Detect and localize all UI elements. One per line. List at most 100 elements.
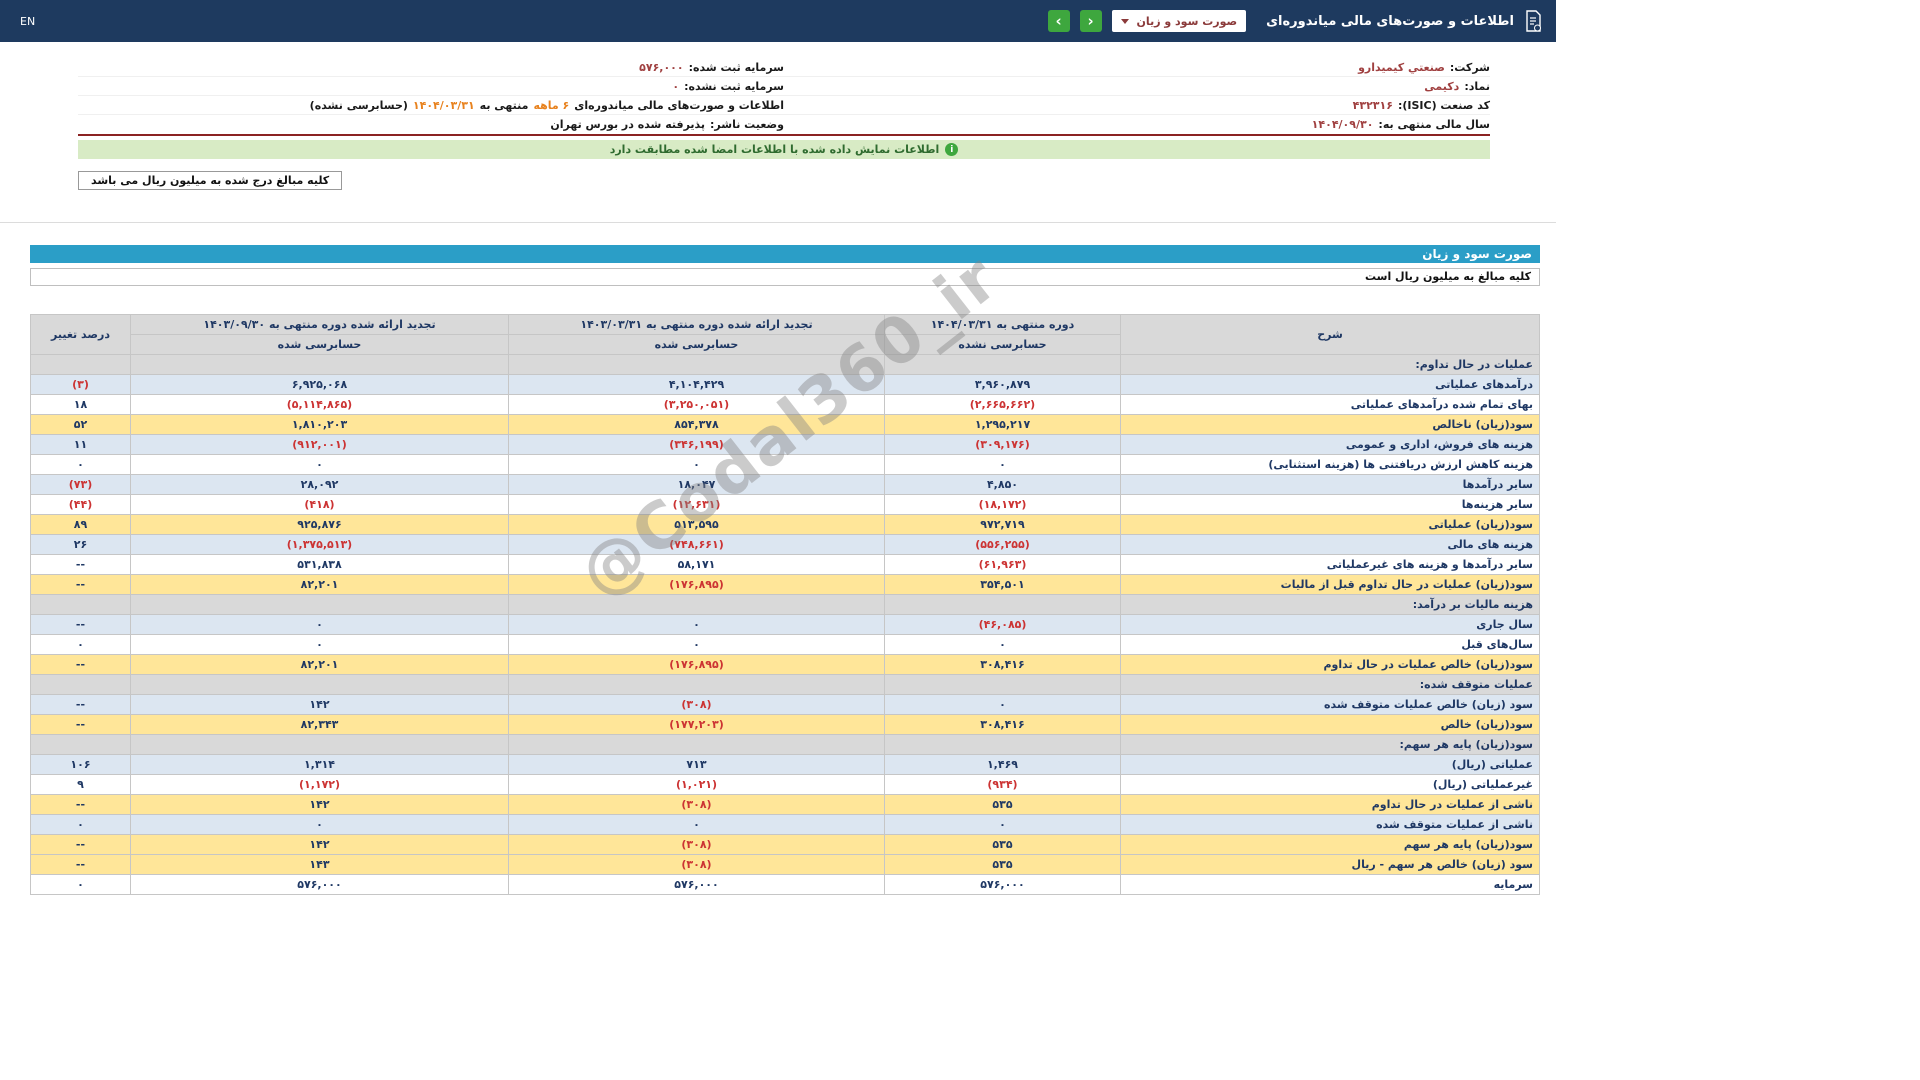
section-divider	[0, 222, 1556, 223]
value-cell: (۵,۱۱۴,۸۶۵)	[130, 394, 509, 415]
period-row: اطلاعات و صورت‌های مالی میاندوره‌ای ۶ ما…	[78, 96, 784, 115]
row-label: سود(زیان) ناخالص	[1120, 414, 1540, 435]
value-cell: ۰	[508, 634, 885, 655]
value-cell: ۵۷۶,۰۰۰	[884, 874, 1121, 895]
company-info-right-column: شرکت: صنعتي کیمیدارو نماد: دکیمی کد صنعت…	[784, 58, 1490, 134]
row-label: هزینه های مالی	[1120, 534, 1540, 555]
row-label: سود (زیان) خالص عملیات متوقف شده	[1120, 694, 1540, 715]
value-cell: (۱۷۶,۸۹۵)	[508, 574, 885, 595]
table-row: سود(زیان) ناخالص ۱,۲۹۵,۲۱۷ ۸۵۴,۳۷۸ ۱,۸۱۰,۲۰…	[30, 414, 1540, 435]
percent-change-cell	[30, 674, 131, 695]
fiscal-year-row: سال مالی منتهی به: ۱۴۰۴/۰۹/۳۰	[784, 115, 1490, 134]
language-toggle[interactable]: EN	[20, 14, 36, 28]
fiscal-year-value: ۱۴۰۴/۰۹/۳۰	[1311, 118, 1374, 131]
row-label: سود(زیان) خالص عملیات در حال تداوم	[1120, 654, 1540, 675]
value-cell: ۸۵۴,۳۷۸	[508, 414, 885, 435]
value-cell: (۱۷۶,۸۹۵)	[508, 654, 885, 675]
table-row: ناشی از عملیات در حال تداوم ۵۳۵ (۳۰۸) ۱۴۲ --	[30, 794, 1540, 815]
value-cell: ۵۳۱,۸۳۸	[130, 554, 509, 575]
value-cell: (۳۰۹,۱۷۶)	[884, 434, 1121, 455]
value-cell: (۷۴۸,۶۶۱)	[508, 534, 885, 555]
value-cell: (۴۶,۰۸۵)	[884, 614, 1121, 635]
value-cell: ۳۵۴,۵۰۱	[884, 574, 1121, 595]
row-label: بهای تمام شده درآمدهای عملیاتی	[1120, 394, 1540, 415]
company-value: صنعتي کیمیدارو	[1358, 60, 1445, 74]
percent-change-cell: --	[30, 614, 131, 635]
table-row: سرمایه ۵۷۶,۰۰۰ ۵۷۶,۰۰۰ ۵۷۶,۰۰۰ ۰	[30, 874, 1540, 895]
section-row: سود(زیان) پایه هر سهم:	[30, 734, 1540, 755]
row-label: سایر درآمدها و هزینه های غیرعملیاتی	[1120, 554, 1540, 575]
section-row: هزینه مالیات بر درآمد:	[30, 594, 1540, 615]
prev-period-button[interactable]: ‹	[1079, 10, 1102, 32]
percent-change-cell: ۰	[30, 874, 131, 895]
value-cell: (۱۸,۱۷۲)	[884, 494, 1121, 515]
value-cell: (۲,۶۶۵,۶۶۲)	[884, 394, 1121, 415]
period-end-date: ۱۴۰۴/۰۳/۳۱	[412, 98, 475, 112]
table-row: عملیاتی (ریال) ۱,۴۶۹ ۷۱۳ ۱,۳۱۴ ۱۰۶	[30, 754, 1540, 775]
value-cell: (۱۷۷,۲۰۳)	[508, 714, 885, 735]
symbol-row: نماد: دکیمی	[784, 77, 1490, 96]
unregistered-capital-value: ۰	[672, 79, 680, 93]
value-cell: ۰	[884, 634, 1121, 655]
signed-info-banner: i اطلاعات نمایش داده شده با اطلاعات امضا…	[78, 140, 1490, 159]
table-row: سود (زیان) خالص عملیات متوقف شده ۰ (۳۰۸) ۱۴…	[30, 694, 1540, 715]
statement-subtitle: کلیه مبالغ به میلیون ریال است	[30, 268, 1540, 286]
value-cell	[130, 354, 509, 375]
percent-change-cell: --	[30, 554, 131, 575]
percent-change-cell	[30, 734, 131, 755]
row-label: درآمدهای عملیاتی	[1120, 374, 1540, 395]
table-row: سود(زیان) خالص عملیات در حال تداوم ۳۰۸,۴۱…	[30, 654, 1540, 675]
percent-change-cell: --	[30, 654, 131, 675]
isic-value: ۴۳۲۳۱۶	[1352, 98, 1393, 112]
value-cell: (۵۵۶,۲۵۵)	[884, 534, 1121, 555]
table-row: بهای تمام شده درآمدهای عملیاتی (۲,۶۶۵,۶۶۲…	[30, 394, 1540, 415]
table-row: سود (زیان) خالص هر سهم - ریال ۵۳۵ (۳۰۸) ۱۴۳…	[30, 854, 1540, 875]
row-label: عملیات متوقف شده:	[1120, 674, 1540, 695]
value-cell	[130, 674, 509, 695]
value-cell: ۱,۲۹۵,۲۱۷	[884, 414, 1121, 435]
percent-change-cell: ۱۰۶	[30, 754, 131, 775]
value-cell: ۵۳۵	[884, 794, 1121, 815]
percent-change-cell: ۰	[30, 454, 131, 475]
value-cell	[130, 734, 509, 755]
percent-change-cell: ۲۶	[30, 534, 131, 555]
table-row: سایر درآمدها ۴,۸۵۰ ۱۸,۰۴۷ ۲۸,۰۹۲ (۷۳)	[30, 474, 1540, 495]
value-cell: ۰	[130, 814, 509, 835]
value-cell: (۱,۳۷۵,۵۱۳)	[130, 534, 509, 555]
period-length: ۶ ماهه	[533, 98, 570, 112]
percent-change-cell: ۱۸	[30, 394, 131, 415]
issuer-status-value: پذیرفته شده در بورس تهران	[550, 118, 706, 131]
value-cell: (۱۲,۶۳۱)	[508, 494, 885, 515]
value-cell: ۹۲۵,۸۷۶	[130, 514, 509, 535]
value-cell: ۴,۸۵۰	[884, 474, 1121, 495]
table-row: غیرعملیاتی (ریال) (۹۳۴) (۱,۰۲۱) (۱,۱۷۲) ۹	[30, 774, 1540, 795]
page-title: اطلاعات و صورت‌های مالی میاندوره‌ای	[1266, 13, 1514, 29]
issuer-status-row: وضعیت ناشر: پذیرفته شده در بورس تهران	[78, 115, 784, 134]
row-label: عملیات در حال تداوم:	[1120, 354, 1540, 375]
value-cell: ۸۲,۲۰۱	[130, 654, 509, 675]
value-cell: (۳۴۶,۱۹۹)	[508, 434, 885, 455]
row-label: هزینه های فروش، اداری و عمومی	[1120, 434, 1540, 455]
value-cell: ۰	[884, 814, 1121, 835]
percent-change-cell: ۵۲	[30, 414, 131, 435]
company-row: شرکت: صنعتي کیمیدارو	[784, 58, 1490, 77]
value-cell	[884, 354, 1121, 375]
row-label: سود(زیان) عملیاتی	[1120, 514, 1540, 535]
statement-type-dropdown[interactable]: صورت سود و زیان	[1111, 10, 1247, 32]
percent-change-cell: --	[30, 574, 131, 595]
value-cell: ۵۸,۱۷۱	[508, 554, 885, 575]
value-cell: (۹۳۴)	[884, 774, 1121, 795]
next-period-button[interactable]: ›	[1047, 10, 1070, 32]
column-header-restated-midyear: تجدید ارائه شده دوره منتهی به ۱۴۰۳/۰۳/۳۱	[508, 314, 885, 335]
percent-change-cell: ۱۱	[30, 434, 131, 455]
registered-capital-label: سرمایه ثبت شده:	[688, 60, 784, 74]
percent-change-cell: --	[30, 794, 131, 815]
unregistered-capital-label: سرمایه ثبت نشده:	[684, 79, 784, 93]
registered-capital-value: ۵۷۶,۰۰۰	[639, 60, 684, 74]
table-row: هزینه های فروش، اداری و عمومی (۳۰۹,۱۷۶) (۳…	[30, 434, 1540, 455]
row-label: سال جاری	[1120, 614, 1540, 635]
percent-change-cell	[30, 594, 131, 615]
isic-row: کد صنعت (ISIC): ۴۳۲۳۱۶	[784, 96, 1490, 115]
value-cell	[884, 594, 1121, 615]
value-cell	[508, 674, 885, 695]
